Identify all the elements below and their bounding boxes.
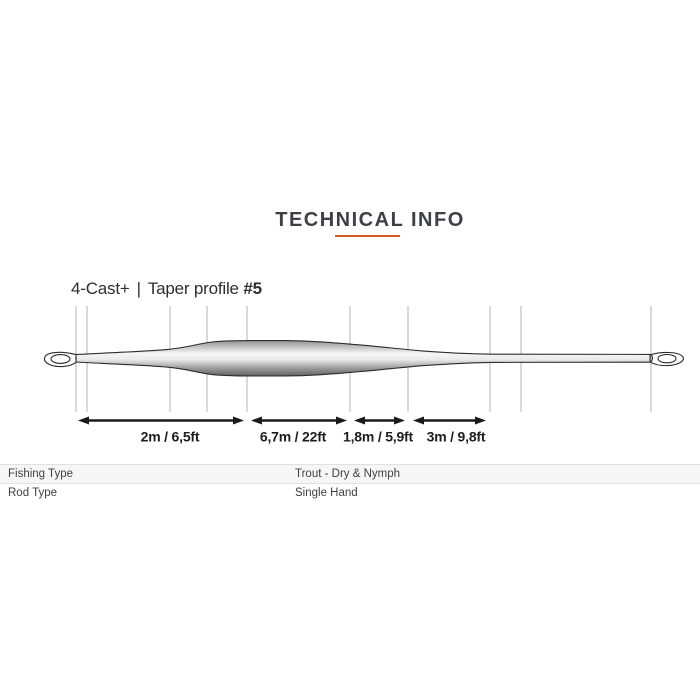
- front-loop: [44, 351, 79, 368]
- product-name: 4-Cast+: [71, 279, 130, 298]
- dimension-arrow-2: [251, 416, 347, 425]
- taper-profile-subtitle: 4-Cast+ | Taper profile #5: [71, 279, 262, 299]
- spec-value-fishing-type: Trout - Dry & Nymph: [295, 468, 401, 480]
- taper-profile-diagram: 2m / 6,5ft 6,7m / 22ft 1,8m / 5,9ft 3m /…: [44, 306, 684, 445]
- table-row: Fishing Type Trout - Dry & Nymph: [0, 465, 700, 484]
- spec-table: Fishing Type Trout - Dry & Nymph Rod Typ…: [0, 464, 700, 502]
- dimension-arrow-3: [354, 416, 405, 425]
- fly-line-body: [75, 340, 651, 377]
- spec-label-fishing-type: Fishing Type: [8, 468, 73, 480]
- title-accent-underline: [335, 235, 400, 237]
- dimension-arrow-4: [413, 416, 486, 425]
- section-title: TECHNICAL INFO: [275, 209, 465, 231]
- segment-length-label-2: 6,7m / 22ft: [260, 429, 327, 445]
- profile-number: #5: [243, 279, 262, 298]
- rear-loop: [649, 351, 684, 367]
- dimension-arrow-1: [78, 416, 244, 425]
- segment-length-label-3: 1,8m / 5,9ft: [343, 429, 414, 445]
- dimension-arrows: [78, 416, 486, 425]
- segment-length-label-4: 3m / 9,8ft: [427, 429, 486, 445]
- profile-label: Taper profile: [147, 279, 239, 298]
- table-row: Rod Type Single Hand: [0, 484, 700, 502]
- spec-value-rod-type: Single Hand: [295, 487, 358, 499]
- segment-length-label-1: 2m / 6,5ft: [141, 429, 200, 445]
- subtitle-separator: |: [136, 279, 141, 298]
- spec-label-rod-type: Rod Type: [8, 487, 58, 499]
